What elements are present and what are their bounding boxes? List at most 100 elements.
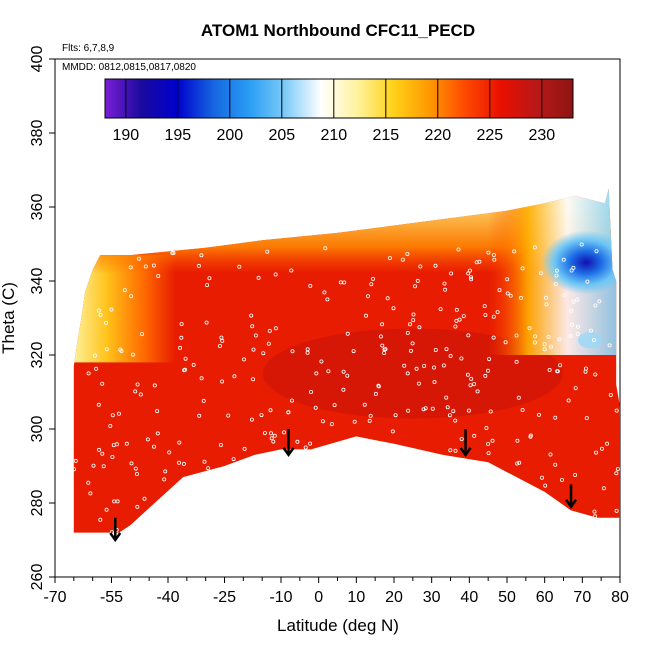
down-arrow-icon [109,517,122,543]
sample-point [584,366,589,371]
sample-point [415,278,420,283]
sample-point [204,320,209,325]
x-tick-label: 70 [573,589,591,606]
sample-point [594,450,599,455]
sample-point [543,483,548,488]
sample-point [373,391,378,396]
sample-point [341,369,346,374]
sample-point [614,471,619,476]
sample-point [151,263,156,268]
sample-point [571,265,576,270]
sample-point [100,451,105,456]
sample-point [406,408,411,413]
sample-point [197,413,202,418]
chart-title: ATOM1 Northbound CFC11_PECD [201,21,475,40]
sample-point [553,281,558,286]
sample-point [249,313,254,318]
sample-point [585,279,590,284]
y-tick-label: 320 [29,342,46,369]
sample-point [461,314,466,319]
sample-point [515,461,520,466]
sample-point [290,349,295,354]
sample-point [345,331,350,336]
sample-point [96,402,101,407]
sample-point [129,461,134,466]
sample-point [390,429,395,434]
sample-point [338,280,343,285]
sample-point [116,411,121,416]
sample-point [491,314,496,319]
sample-point [232,374,237,379]
sample-point [553,415,558,420]
x-tick-label: 0 [314,589,323,606]
sample-point [423,406,428,411]
sample-point [408,322,413,327]
sample-point [412,284,417,289]
x-tick-label: -40 [156,589,179,606]
sample-point [589,328,594,333]
colorbar-tick-label: 200 [216,127,243,144]
sample-point [329,422,334,427]
sample-point [129,294,134,299]
sample-point [387,256,392,261]
colorbar-tick-label: 220 [424,127,451,144]
sample-point [352,419,357,424]
x-axis-label: Latitude (deg N) [277,616,399,635]
sample-point [273,272,278,277]
sample-point [422,363,427,368]
sample-point [314,371,319,376]
sample-point [167,450,172,455]
sample-point [370,276,375,281]
sample-point [433,347,438,352]
sample-point [592,509,597,514]
sample-point [560,477,565,482]
sample-point [410,341,415,346]
sample-point [486,451,491,456]
sample-point [262,431,267,436]
sample-point [528,433,533,438]
sample-point [118,347,123,352]
sample-point [365,294,370,299]
sample-point [432,379,437,384]
sample-point [408,348,413,353]
sample-point [196,263,201,268]
sample-point [472,382,477,387]
sample-point [505,291,510,296]
sample-point [444,395,449,400]
sample-point [142,496,147,501]
x-tick-label: 10 [347,589,365,606]
sample-point [451,409,456,414]
sample-point [325,297,330,302]
sample-point [453,324,458,329]
sample-point [570,322,575,327]
dates-label: MMDD: 0812,0815,0817,0820 [62,62,196,73]
sample-point [546,334,551,339]
sample-point [485,368,490,373]
sample-point [490,438,495,443]
x-tick-label: -70 [43,589,66,606]
sample-point [448,448,453,453]
sample-point [488,409,493,414]
sample-point [532,340,537,345]
y-tick-label: 380 [29,120,46,147]
sample-point [497,288,502,293]
x-tick-label: 60 [536,589,554,606]
sample-point [430,406,435,411]
sample-point [557,337,562,342]
sample-point [205,283,210,288]
sample-point [614,508,619,513]
sample-point [273,326,278,331]
sample-point [332,403,337,408]
sample-point [100,381,105,386]
sample-point [86,480,91,485]
flight-arrows [109,429,578,543]
sample-point [491,335,496,340]
sample-point [362,402,367,407]
sample-point [135,382,140,387]
down-arrow-icon [565,484,578,509]
sample-point [491,252,496,257]
sample-point [445,405,450,410]
sample-point [308,283,313,288]
sample-point [101,464,106,469]
sample-point [308,389,313,394]
